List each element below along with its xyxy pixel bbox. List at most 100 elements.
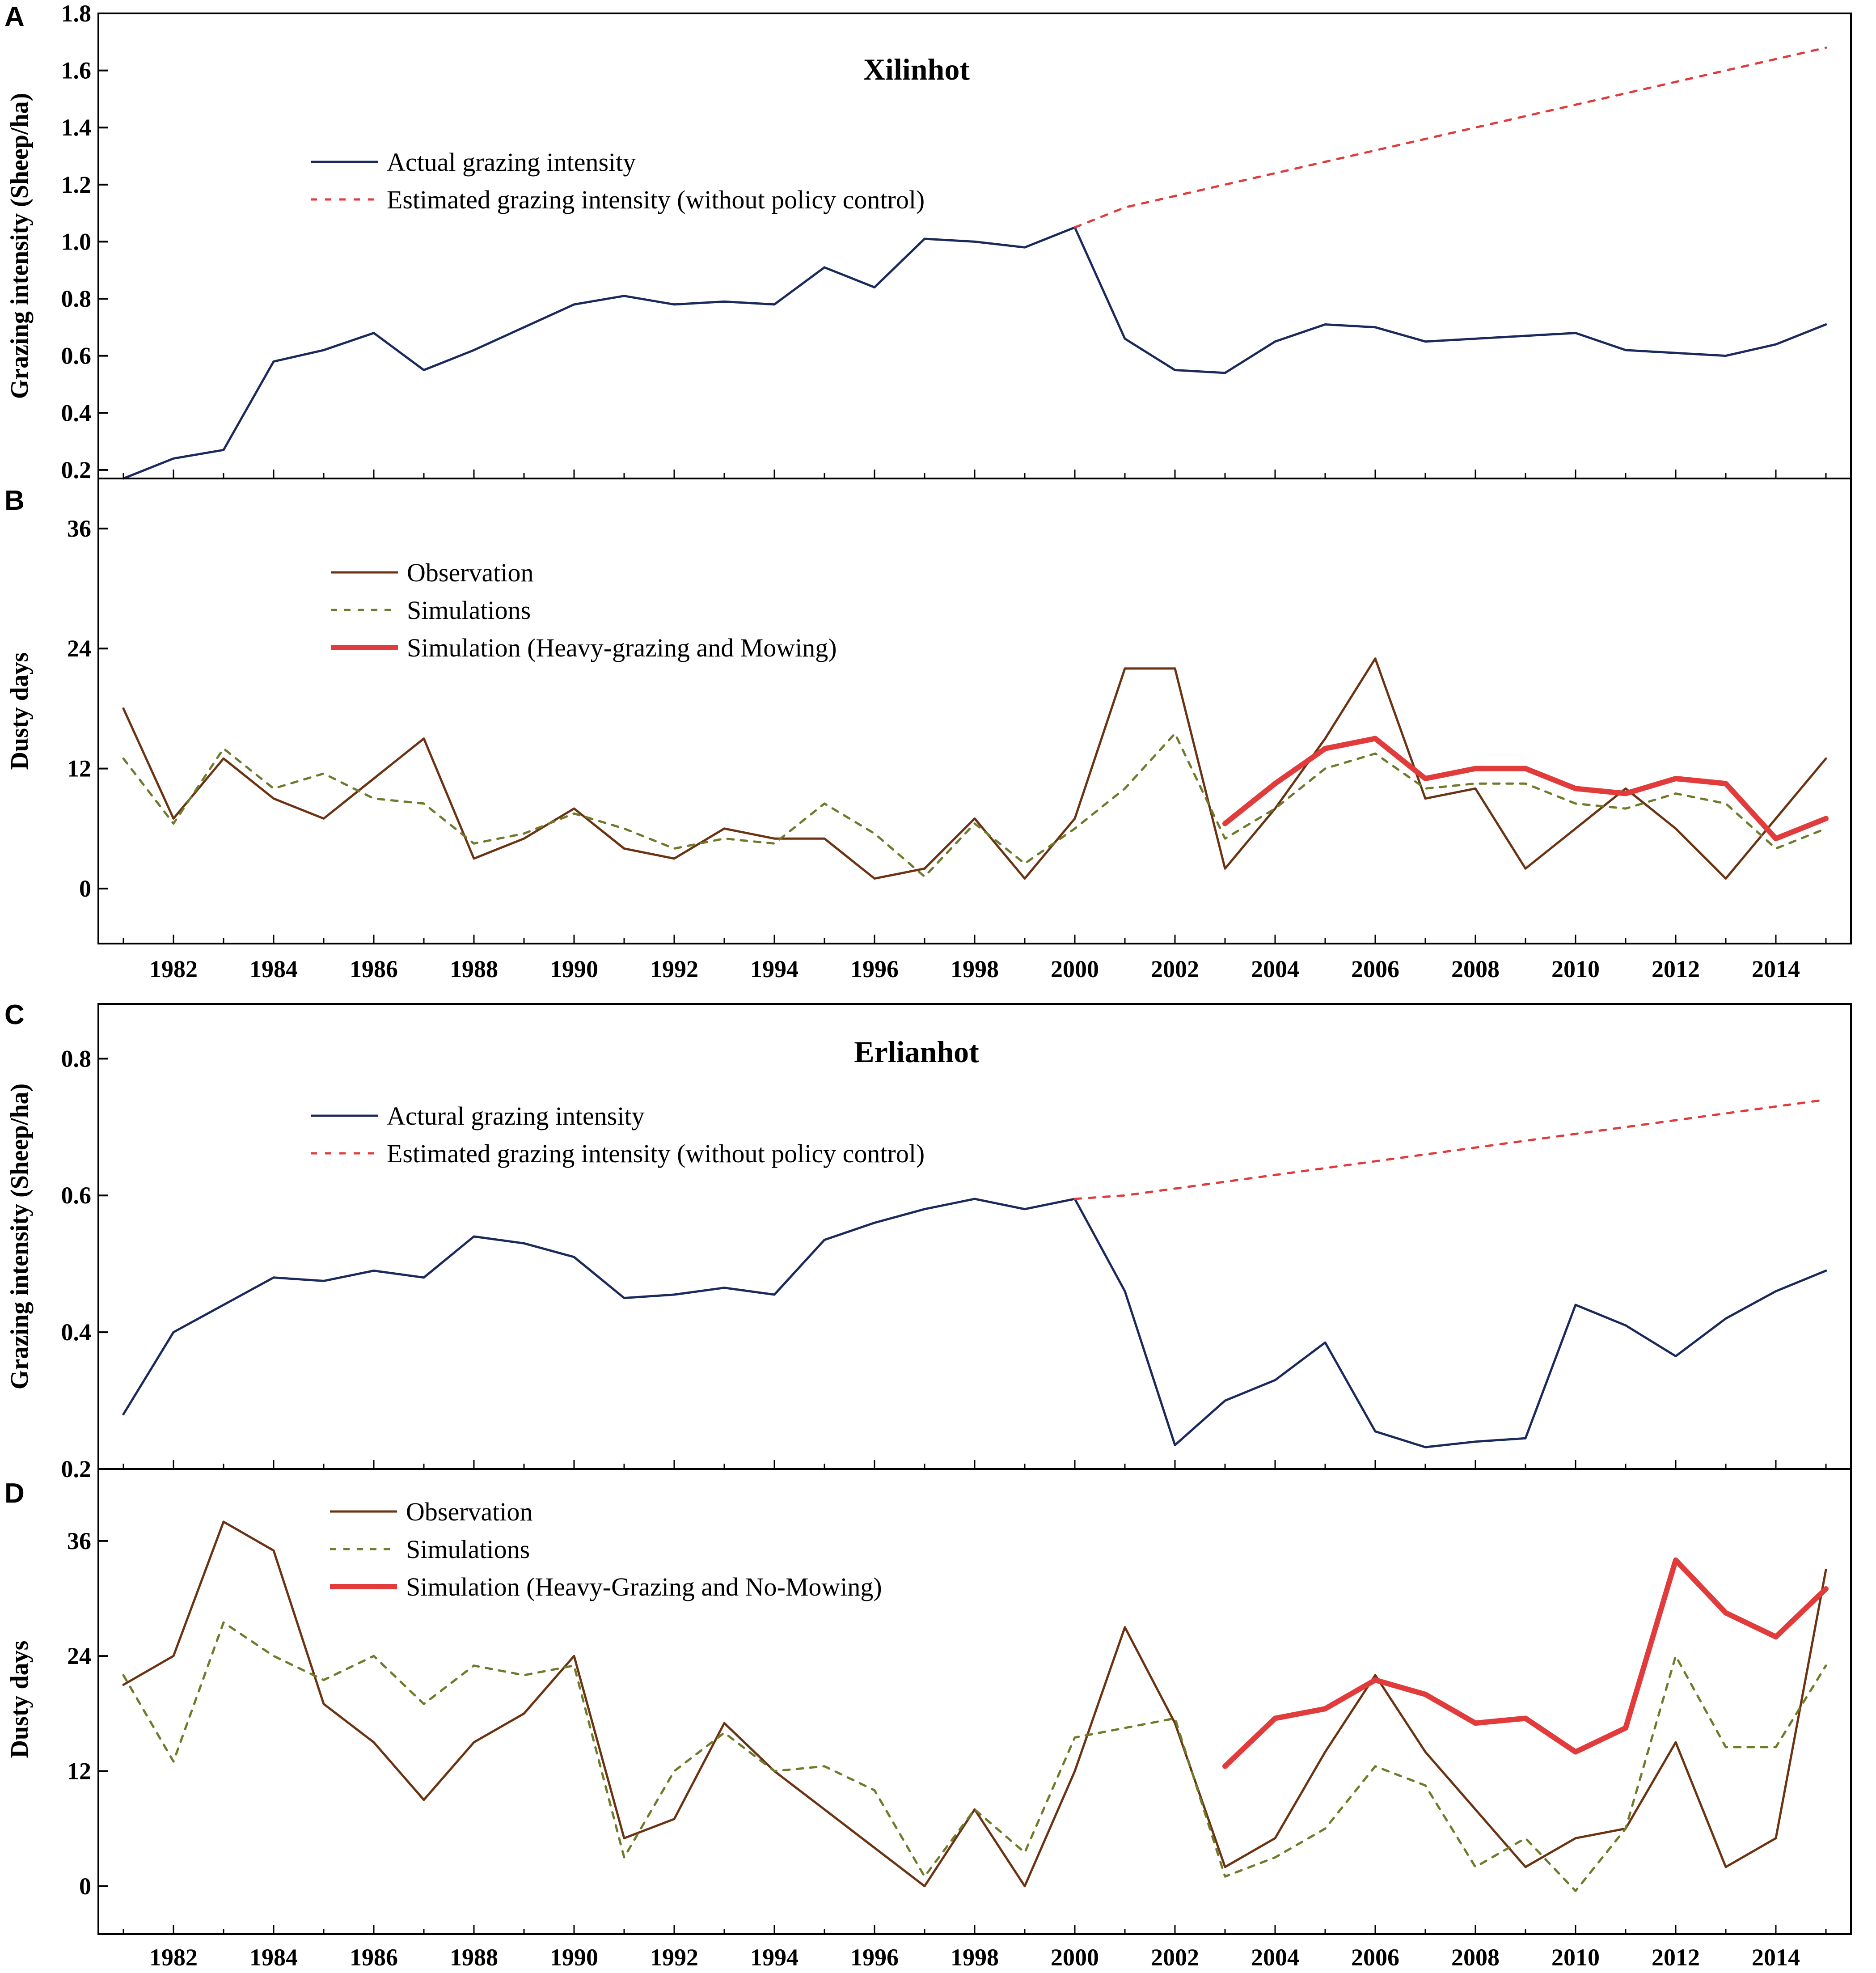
- y-tick-label: 0: [79, 875, 91, 902]
- x-tick-label: 2006: [1351, 956, 1399, 982]
- legend-label-actural-grazing: Actural grazing intensity: [387, 1101, 645, 1130]
- legend-label-sim-heavy-grazing-mowing: Simulation (Heavy-grazing and Mowing): [407, 633, 837, 662]
- panel-b-y-ticks: 0 12 24 36: [67, 515, 108, 902]
- legend-label-sim-heavy-grazing-no-mowing: Simulation (Heavy-Grazing and No-Mowing): [406, 1572, 882, 1601]
- panel-b-letter: B: [4, 485, 25, 516]
- x-tick-label: 2004: [1251, 956, 1299, 982]
- y-tick-label: 1.6: [61, 57, 92, 84]
- series-line-observation: [122, 657, 1827, 880]
- y-tick-label: 0.6: [61, 343, 92, 369]
- panel-c-y-ticks: 0.2 0.4 0.6 0.8: [61, 1045, 108, 1482]
- panel-a-legend: Actual grazing intensity Estimated grazi…: [311, 148, 925, 214]
- legend-label-simulations: Simulations: [407, 596, 531, 625]
- series-line-sim_special: [1222, 1557, 1829, 1769]
- y-tick-label: 12: [67, 1757, 91, 1784]
- x-tick-label: 1984: [249, 956, 298, 982]
- x-tick-label: 1988: [450, 956, 498, 982]
- panel-a-y-ticks: 0.2 0.4 0.6 0.8 1.0 1.2 1.4 1.6 1.8: [61, 0, 108, 483]
- x-tick-label: 2010: [1551, 1944, 1600, 1971]
- y-tick-label: 0: [79, 1873, 91, 1900]
- panel-d-series: [122, 1520, 1829, 1892]
- panel-d-letter: D: [4, 1478, 25, 1509]
- series-line-actual: [122, 226, 1827, 480]
- x-tick-label: 2014: [1752, 1944, 1800, 1971]
- x-tick-label: 2002: [1151, 1944, 1199, 1971]
- x-tick-label: 1986: [350, 1944, 398, 1971]
- panel-a-frame: [97, 13, 1852, 479]
- x-tick-label: 1986: [350, 956, 398, 982]
- panel-d-legend: Observation Simulations Simulation (Heav…: [330, 1497, 882, 1601]
- y-tick-label: 0.2: [61, 457, 92, 483]
- series-line-estimated: [1073, 1098, 1827, 1200]
- series-line-actual: [122, 1198, 1827, 1448]
- series-line-estimated: [1073, 47, 1827, 229]
- y-tick-label: 0.8: [61, 1045, 92, 1072]
- x-tick-label: 1988: [450, 1944, 498, 1971]
- panel-d-ylabel: Dusty days: [6, 1641, 34, 1758]
- panel-a-ylabel: Grazing intensity (Sheep/ha): [6, 93, 34, 399]
- y-tick-label: 1.2: [61, 171, 92, 198]
- panel-d-y-ticks: 0 12 24 36: [67, 1528, 108, 1900]
- panel-a-letter: A: [4, 1, 25, 32]
- panel-d-frame: [97, 1468, 1852, 1935]
- series-line-simulations: [122, 732, 1827, 878]
- y-tick-label: 0.2: [61, 1456, 92, 1482]
- legend-label-estimated-grazing: Estimated grazing intensity (without pol…: [387, 1139, 925, 1168]
- legend-label-estimated-grazing: Estimated grazing intensity (without pol…: [387, 185, 925, 214]
- legend-label-observation: Observation: [407, 558, 534, 587]
- panel-a-title: Xilinhot: [863, 52, 970, 86]
- x-tick-label: 1994: [750, 956, 799, 982]
- x-tick-label: 2008: [1451, 956, 1500, 982]
- x-axis-ticks-lower: 1982 1984 1986 1988 1990 1992 1994 1996 1998 2000…: [149, 1944, 1800, 1971]
- x-tick-label: 1984: [249, 1944, 298, 1971]
- panel-a-xilinhot-grazing: A Xilinhot Grazing intensity (Sheep/ha) …: [4, 0, 1852, 483]
- x-tick-label: 2000: [1051, 1944, 1099, 1971]
- y-tick-label: 0.4: [61, 399, 92, 426]
- y-tick-label: 0.6: [61, 1182, 92, 1209]
- legend-label-actual-grazing: Actual grazing intensity: [387, 148, 636, 177]
- panel-b-xilinhot-dusty-days: B Dusty days 0 12 24 36 Observation Simulat…: [4, 478, 1852, 944]
- panel-d-erlianhot-dusty-days: D Dusty days 0 12 24 36 Observation Simulat…: [4, 1468, 1852, 1935]
- x-tick-label: 1996: [850, 1944, 899, 1971]
- y-tick-label: 24: [67, 635, 91, 662]
- x-tick-label: 1990: [550, 1944, 598, 1971]
- panel-c-legend: Actural grazing intensity Estimated graz…: [311, 1101, 925, 1168]
- x-tick-label: 1992: [650, 956, 698, 982]
- x-tick-label: 1990: [550, 956, 598, 982]
- x-tick-label: 1992: [650, 1944, 698, 1971]
- panel-b-legend: Observation Simulations Simulation (Heav…: [331, 558, 837, 662]
- x-tick-label: 2006: [1351, 1944, 1399, 1971]
- series-line-observation: [122, 1520, 1827, 1888]
- y-tick-label: 1.8: [61, 0, 92, 27]
- x-tick-label: 1994: [750, 1944, 799, 1971]
- panel-b-ylabel: Dusty days: [6, 652, 34, 770]
- x-tick-label: 2010: [1551, 956, 1600, 982]
- legend-label-observation: Observation: [406, 1497, 533, 1526]
- x-tick-label: 1996: [850, 956, 899, 982]
- x-tick-label: 2004: [1251, 1944, 1299, 1971]
- x-tick-label: 1998: [951, 956, 999, 982]
- panel-c-series: [122, 1098, 1827, 1448]
- series-line-sim_special: [1222, 736, 1829, 842]
- y-tick-label: 1.0: [61, 228, 92, 255]
- x-tick-label: 2014: [1752, 956, 1800, 982]
- x-tick-label: 2002: [1151, 956, 1199, 982]
- panel-c-title: Erlianhot: [854, 1035, 979, 1069]
- legend-label-simulations: Simulations: [406, 1535, 530, 1564]
- panel-c-erlianhot-grazing: C Erlianhot Grazing intensity (Sheep/ha)…: [4, 999, 1852, 1482]
- x-tick-label: 2008: [1451, 1944, 1500, 1971]
- panel-c-letter: C: [4, 999, 25, 1030]
- y-tick-label: 36: [67, 515, 91, 542]
- panel-c-frame: [97, 1003, 1852, 1470]
- panel-a-series: [122, 47, 1827, 480]
- x-tick-label: 2000: [1051, 956, 1099, 982]
- x-axis-ticks-upper: 1982 1984 1986 1988 1990 1992 1994 1996 1998 2000…: [149, 956, 1800, 982]
- y-tick-label: 0.8: [61, 285, 92, 312]
- y-tick-label: 0.4: [61, 1319, 92, 1346]
- series-line-simulations: [122, 1621, 1827, 1892]
- y-tick-label: 12: [67, 755, 91, 782]
- y-tick-label: 24: [67, 1643, 91, 1669]
- panel-b-series: [122, 657, 1829, 880]
- x-tick-label: 1998: [951, 1944, 999, 1971]
- panel-b-frame: [97, 478, 1852, 944]
